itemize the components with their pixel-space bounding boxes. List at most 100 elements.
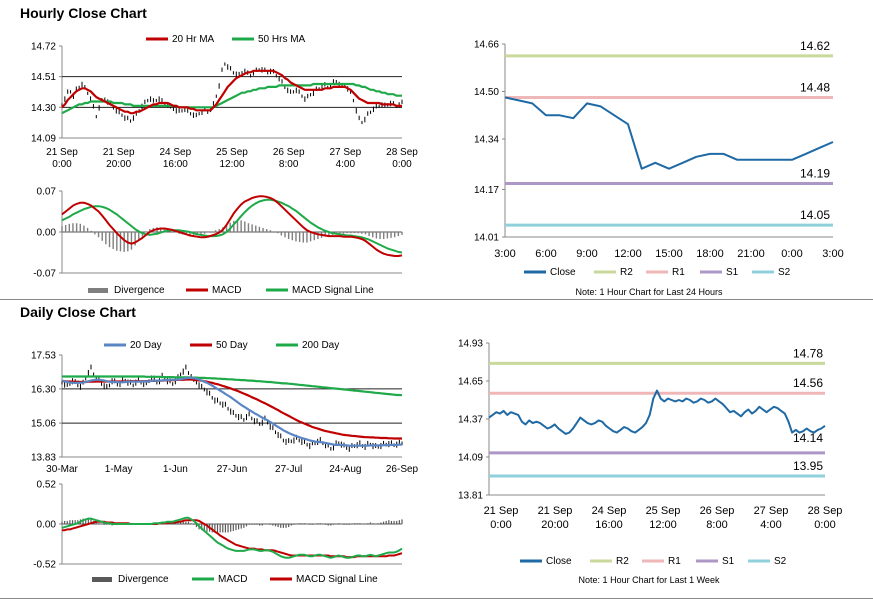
hourly-level-r2-label: 14.62 [800, 39, 830, 53]
daily-divergence-bar [237, 524, 240, 530]
daily-close-x-tick-label: 28 Sep [808, 505, 843, 517]
daily-close-x-tick-label: 0:00 [490, 519, 511, 531]
hourly-close-x-tick-label: 18:00 [696, 248, 724, 260]
hourly-price-y-tick-label: 14.30 [31, 103, 56, 114]
hourly-divergence-bar [174, 232, 177, 233]
hourly-divergence-bar [134, 232, 136, 246]
daily-close-x-tick-label: 24 Sep [592, 505, 627, 517]
hourly-divergence-bar [97, 232, 100, 238]
daily-divergence-bar [177, 522, 179, 524]
hourly-divergence-bar [251, 224, 253, 232]
daily-close-x-tick-label: 0:00 [814, 519, 835, 531]
daily-divergence-bar [388, 520, 390, 524]
hourly-price-y-tick-label: 14.72 [31, 42, 56, 53]
hourly-x-tick-label: 26 Sep [273, 147, 305, 158]
daily-divergence-bar [100, 524, 103, 525]
hourly-divergence-bar [75, 223, 78, 232]
daily-level-r1-label: 14.56 [793, 376, 823, 390]
hourly-divergence-bar [364, 232, 367, 235]
daily-divergence-bar [90, 519, 92, 524]
daily-divergence-bar [382, 521, 385, 524]
hourly-divergence-bar [262, 227, 264, 232]
hourly-x-tick-label: 21 Sep [103, 147, 135, 158]
daily-divergence-bar [401, 519, 403, 524]
hourly-divergence-bar [149, 229, 151, 232]
daily-divergence-bar [348, 524, 350, 525]
hourly-close-x-tick-label: 21:00 [737, 248, 765, 260]
daily-divergence-bar [309, 524, 311, 525]
daily-divergence-bar [288, 524, 290, 528]
daily-divergence-bar [243, 524, 245, 528]
legend-hourly-close-s2-label: S2 [778, 267, 791, 278]
daily-divergence-bar [259, 524, 261, 526]
hourly-divergence-bar [83, 225, 85, 232]
hourly-divergence-bar [145, 232, 147, 233]
hourly-divergence-bar [284, 232, 286, 238]
hourly-divergence-bar [207, 232, 209, 233]
daily-divergence-bar [361, 524, 364, 525]
hourly-divergence-bar [236, 220, 239, 232]
daily-divergence-bar [206, 524, 208, 532]
hourly-macd-line [61, 195, 403, 257]
hourly-divergence-bar [61, 226, 63, 232]
daily-divergence-bar [66, 520, 68, 524]
daily-divergence-bar [187, 521, 190, 524]
daily-divergence-bar [261, 524, 263, 526]
hourly-divergence-bar [247, 223, 250, 232]
hourly-close-x-tick-label: 15:00 [655, 248, 683, 260]
daily-x-tick-label: 27-Jun [217, 464, 248, 475]
daily-divergence-bar [298, 523, 300, 524]
daily-price-y-tick-label: 13.83 [31, 453, 56, 464]
hourly-divergence-bar [280, 232, 283, 236]
daily-close-y-tick-label: 14.37 [458, 415, 483, 426]
daily-divergence-bar [195, 524, 198, 528]
hourly-macd-y-tick-label: -0.07 [33, 269, 56, 280]
hourly-divergence-bar [203, 232, 206, 234]
hourly-divergence-bar [390, 232, 392, 238]
hourly-divergence-bar [258, 226, 261, 232]
hourly-divergence-bar [306, 232, 308, 243]
daily-divergence-bar [248, 524, 250, 525]
daily-divergence-bar [322, 524, 324, 525]
hourly-divergence-bar [346, 232, 348, 234]
hourly-divergence-bar [116, 232, 118, 251]
daily-divergence-bar [203, 524, 205, 531]
hourly-divergence-bar [64, 224, 67, 232]
hourly-divergence-bar [170, 231, 173, 232]
daily-divergence-bar [343, 524, 345, 525]
daily-200-day-line [62, 375, 403, 397]
hourly-close-note: Note: 1 Hour Chart for Last 24 Hours [575, 287, 723, 297]
hourly-close-y-tick-label: 14.17 [474, 185, 499, 196]
daily-divergence-bar [264, 524, 266, 525]
daily-divergence-bar [390, 520, 393, 524]
hourly-price-y-tick-label: 14.51 [31, 72, 56, 83]
hourly-divergence-bar [313, 232, 315, 241]
daily-level-s1-label: 14.14 [793, 431, 823, 445]
legend-daily-macd-signal-label: MACD Signal Line [296, 574, 378, 585]
daily-x-tick-label: 26-Sep [386, 464, 419, 475]
daily-close-y-tick-label: 14.93 [458, 339, 483, 350]
daily-divergence-bar [253, 524, 256, 525]
legend-hourly-macd-signal-label: MACD Signal Line [292, 285, 374, 296]
daily-close-y-tick-label: 13.81 [458, 491, 483, 502]
daily-divergence-bar [222, 524, 224, 533]
hourly-divergence-bar [295, 232, 297, 242]
daily-price-y-tick-label: 15.06 [31, 419, 56, 430]
hourly-divergence-bar [401, 232, 403, 235]
hourly-level-s2-label: 14.05 [800, 208, 830, 222]
hourly-close-y-tick-label: 14.34 [474, 135, 499, 146]
daily-macd-signal-line [62, 519, 403, 559]
hourly-divergence-bar [160, 227, 162, 232]
daily-close-x-tick-label: 21 Sep [538, 505, 573, 517]
daily-20-day-line [61, 376, 402, 447]
legend-daily-close-s1-label: S1 [722, 556, 735, 567]
hourly-divergence-bar [119, 232, 122, 252]
daily-divergence-bar [290, 524, 292, 526]
daily-divergence-bar [319, 523, 321, 524]
daily-divergence-bar [303, 523, 306, 524]
daily-divergence-bar [277, 524, 279, 528]
hourly-divergence-bar [196, 232, 198, 235]
daily-divergence-bar [224, 524, 227, 533]
legend-hourly-divergence-swatch [88, 288, 108, 293]
daily-divergence-bar [216, 524, 219, 534]
